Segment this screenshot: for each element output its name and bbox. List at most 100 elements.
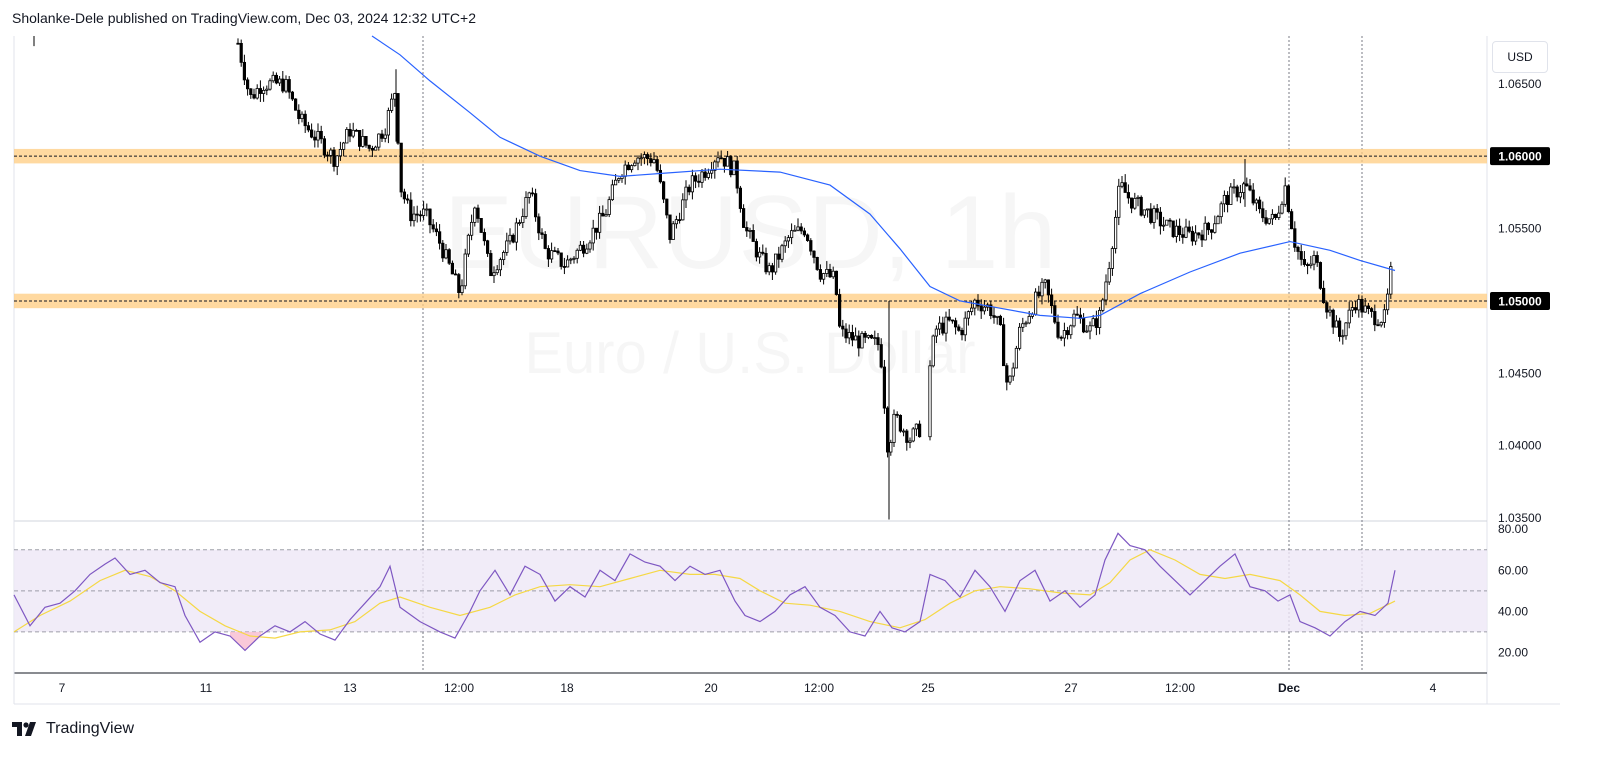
candle bbox=[1366, 302, 1370, 315]
candle bbox=[1069, 324, 1073, 339]
candle bbox=[1024, 320, 1028, 327]
candle-body bbox=[1386, 293, 1390, 311]
candle bbox=[418, 210, 423, 222]
candle-body bbox=[630, 165, 634, 171]
candle bbox=[1117, 178, 1121, 226]
candle-body bbox=[873, 337, 877, 340]
candle-body bbox=[1235, 186, 1239, 198]
price-tick-label: 1.06500 bbox=[1498, 77, 1542, 91]
candle bbox=[687, 184, 691, 196]
price-axis[interactable]: 1.06500 1.05500 1.04500 1.04000 1.03500 bbox=[1498, 77, 1542, 525]
candle bbox=[633, 160, 637, 167]
candle bbox=[1136, 195, 1140, 207]
candle bbox=[694, 172, 698, 189]
candle-body bbox=[1072, 313, 1076, 327]
candle-body bbox=[1347, 309, 1351, 324]
candle-body bbox=[822, 273, 826, 280]
candle bbox=[550, 242, 554, 263]
price-tick-label: 1.04500 bbox=[1498, 366, 1542, 380]
candle-body bbox=[818, 269, 823, 280]
candle-body bbox=[1146, 208, 1150, 211]
candle bbox=[735, 156, 739, 194]
candle-body bbox=[341, 142, 346, 150]
candle-body bbox=[684, 186, 688, 201]
candle bbox=[1046, 279, 1050, 303]
candle bbox=[572, 256, 576, 264]
time-axis[interactable]: 7 11 13 12:00 18 20 12:00 25 27 12:00 Dec 4 bbox=[59, 681, 1437, 695]
candle-body bbox=[758, 251, 762, 258]
candle bbox=[521, 208, 525, 228]
rsi-axis[interactable]: 80.00 60.00 40.00 20.00 bbox=[1498, 522, 1528, 659]
candle-body bbox=[754, 241, 759, 258]
candle bbox=[1098, 307, 1102, 335]
candle bbox=[1248, 179, 1252, 192]
candle-body bbox=[409, 199, 413, 222]
candle bbox=[1082, 313, 1086, 334]
candle-body bbox=[543, 234, 547, 249]
candle-body bbox=[614, 179, 618, 186]
candle-body bbox=[396, 93, 400, 144]
candle-body bbox=[325, 154, 330, 157]
candle-body bbox=[1277, 212, 1281, 218]
candle bbox=[607, 196, 611, 218]
candle bbox=[588, 240, 592, 253]
candle bbox=[396, 92, 400, 145]
candle bbox=[1043, 278, 1047, 289]
candle bbox=[1325, 300, 1329, 319]
candle-body bbox=[889, 442, 893, 453]
candle-body bbox=[831, 270, 835, 278]
candle-body bbox=[844, 328, 848, 339]
candle-body bbox=[902, 430, 906, 433]
currency-button[interactable]: USD bbox=[1492, 41, 1548, 73]
candle-body bbox=[1258, 199, 1262, 210]
candle bbox=[876, 332, 880, 351]
candle-body bbox=[954, 320, 958, 328]
candle-body bbox=[373, 146, 378, 151]
candle bbox=[681, 193, 685, 221]
candle bbox=[1011, 362, 1015, 381]
candle-body bbox=[386, 110, 391, 136]
candle-body bbox=[1158, 211, 1162, 227]
candle bbox=[857, 330, 861, 357]
candle-body bbox=[252, 94, 256, 99]
candle-body bbox=[1322, 287, 1326, 304]
candle bbox=[508, 228, 512, 245]
candle-body bbox=[569, 258, 573, 261]
candle bbox=[639, 153, 643, 166]
candle-body bbox=[482, 232, 487, 242]
candle bbox=[1251, 183, 1255, 206]
candle-body bbox=[274, 74, 279, 84]
candle-body bbox=[646, 154, 650, 159]
candle-body bbox=[469, 221, 474, 236]
candle-body bbox=[425, 208, 429, 211]
candle-body bbox=[639, 157, 643, 160]
candle bbox=[957, 324, 961, 332]
candle-body bbox=[1254, 199, 1258, 204]
candle bbox=[1203, 216, 1207, 241]
candle-body bbox=[255, 88, 259, 99]
candle bbox=[582, 240, 586, 258]
candle bbox=[425, 203, 429, 217]
candle bbox=[412, 206, 416, 227]
candle-body bbox=[751, 229, 755, 242]
candle-body bbox=[764, 253, 768, 273]
candle bbox=[1050, 288, 1054, 314]
candle-body bbox=[447, 249, 451, 264]
candle-body bbox=[774, 253, 778, 273]
candle bbox=[415, 205, 419, 223]
candle bbox=[518, 219, 522, 226]
candle bbox=[1389, 261, 1393, 299]
candle bbox=[447, 248, 451, 266]
candle-body bbox=[950, 319, 955, 322]
candle bbox=[732, 160, 736, 176]
candle-body bbox=[1014, 347, 1019, 369]
candle bbox=[604, 209, 608, 217]
candle bbox=[870, 334, 874, 339]
candle bbox=[1328, 305, 1332, 317]
candle-body bbox=[1024, 322, 1028, 325]
tradingview-logo[interactable]: TradingView bbox=[12, 720, 134, 738]
candle-body bbox=[687, 186, 691, 193]
candle-body bbox=[812, 250, 816, 258]
candle-body bbox=[979, 305, 983, 312]
